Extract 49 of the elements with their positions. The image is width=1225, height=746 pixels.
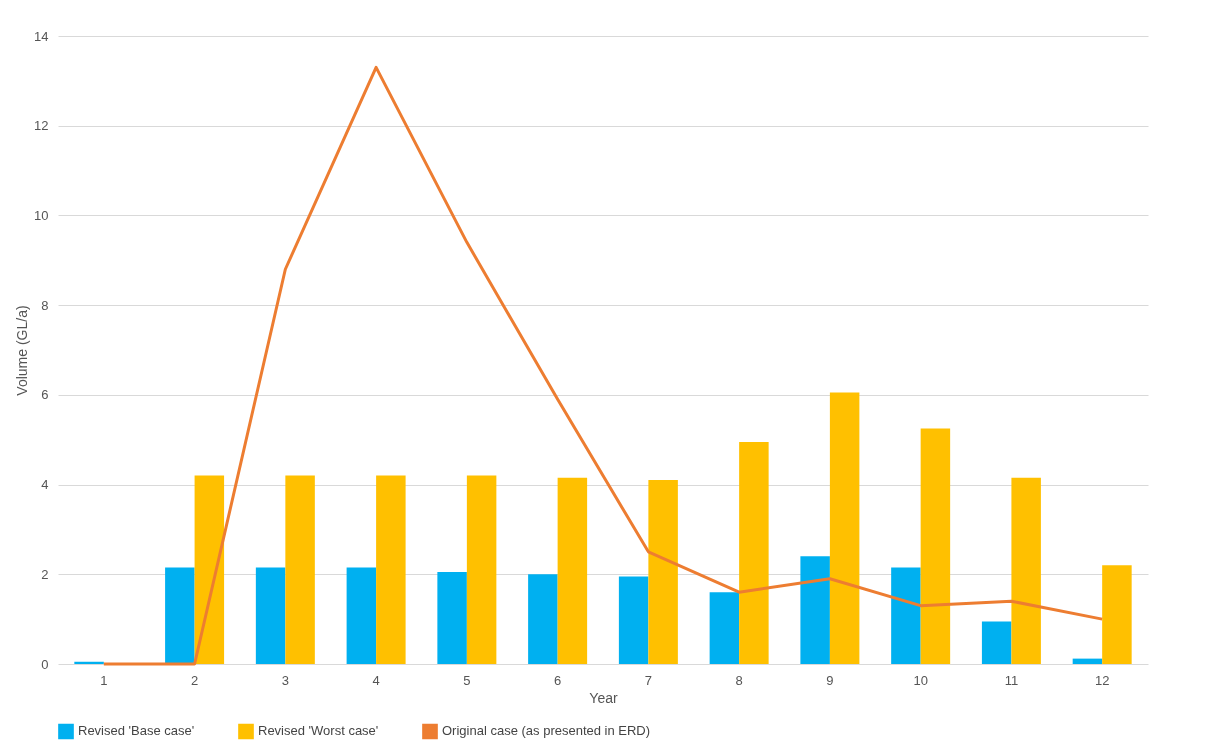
bar: [829, 392, 860, 664]
bar: [165, 567, 195, 664]
y-tick-label: 14: [34, 28, 49, 44]
x-axis-title: Year: [589, 689, 618, 706]
x-tick-label: 11: [1004, 672, 1019, 688]
bar: [346, 567, 377, 664]
bar: [739, 441, 769, 664]
x-tick-label: 12: [1094, 672, 1110, 688]
bar: [891, 567, 921, 664]
x-tick-label: 6: [554, 672, 562, 688]
x-tick-label: 1: [100, 672, 108, 688]
x-tick-label: 3: [281, 672, 289, 688]
bar: [1072, 658, 1103, 664]
bar: [981, 621, 1012, 664]
bar: [528, 574, 558, 664]
bar: [920, 428, 951, 664]
y-tick-label: 10: [34, 207, 49, 223]
bar: [437, 572, 467, 664]
bar: [74, 661, 104, 664]
y-tick-label: 4: [41, 477, 49, 493]
y-tick-label: 6: [41, 387, 49, 403]
legend-label: Revised 'Worst case': [258, 723, 379, 739]
x-tick-label: 7: [644, 672, 652, 688]
bar: [709, 592, 740, 664]
bar: [376, 475, 406, 664]
legend-label: Original case (as presented in ERD): [442, 723, 651, 739]
bar: [557, 477, 588, 664]
x-tick-label: 9: [826, 672, 834, 688]
x-tick-label: 5: [463, 672, 471, 688]
legend-label: Revised 'Base case': [78, 723, 195, 739]
y-tick-label: 12: [34, 118, 49, 134]
y-tick-label: 0: [41, 656, 49, 672]
bar: [466, 475, 497, 664]
x-tick-label: 8: [735, 672, 743, 688]
line-series: [102, 65, 1104, 666]
bar: [648, 480, 678, 664]
y-axis-title: Volume (GL/a): [14, 305, 31, 396]
x-tick-label: 10: [913, 672, 928, 688]
bar: [194, 475, 225, 664]
bar: [285, 475, 315, 664]
y-tick-label: 2: [41, 566, 49, 582]
bar: [255, 567, 286, 664]
x-tick-label: 4: [372, 672, 380, 688]
bar: [1011, 477, 1041, 664]
bar: [1102, 565, 1132, 664]
y-tick-label: 8: [41, 297, 49, 313]
x-tick-label: 2: [190, 672, 199, 688]
bar: [800, 556, 830, 664]
bar: [618, 576, 649, 664]
